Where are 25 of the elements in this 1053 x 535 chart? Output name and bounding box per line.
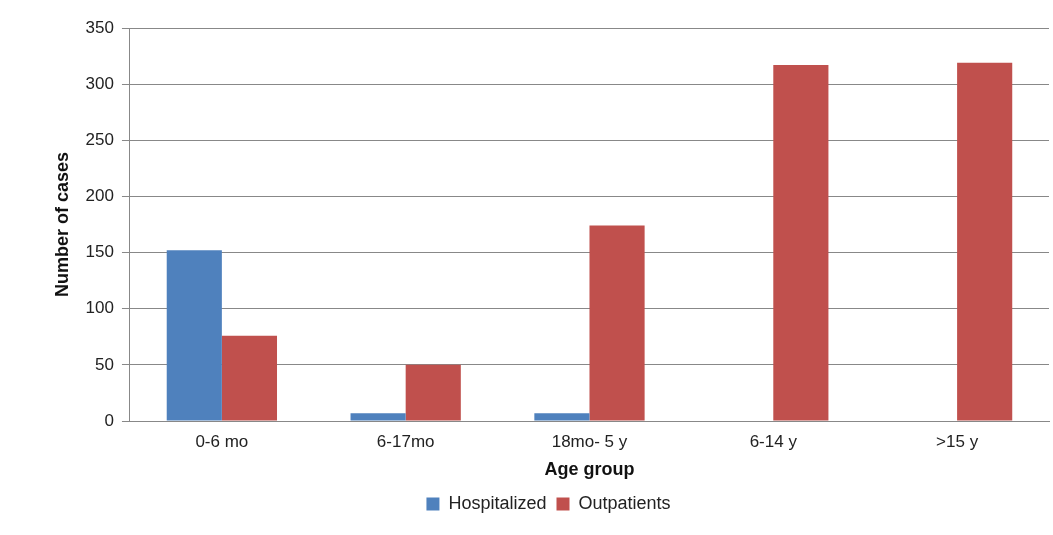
y-tick-label: 250 [85,129,114,149]
bar [405,364,461,421]
bar [221,335,278,421]
y-tick-label: 150 [85,242,114,262]
bar [957,62,1013,421]
y-tick-label: 100 [85,298,114,318]
x-tick-label: 6-17mo [376,431,435,451]
legend-label: Hospitalized [448,492,547,513]
bar [773,65,829,421]
y-axis-title: Number of cases [51,151,72,298]
y-tick-label: 300 [85,73,114,93]
x-tick-label: >15 y [936,431,979,451]
bar [166,250,222,421]
bar [350,413,406,421]
y-tick-label: 50 [95,354,114,374]
y-tick-label: 0 [104,410,114,430]
y-tick-label: 200 [85,186,114,206]
x-tick-label: 18mo- 5 y [551,431,628,451]
bar [534,413,590,421]
y-tick-label: 350 [85,17,114,37]
bar [589,225,645,421]
x-tick-label: 6-14 y [749,431,798,451]
legend-label: Outpatients [578,492,671,513]
x-axis-title: Age group [544,459,635,480]
x-tick-label: 0-6 mo [195,431,249,451]
